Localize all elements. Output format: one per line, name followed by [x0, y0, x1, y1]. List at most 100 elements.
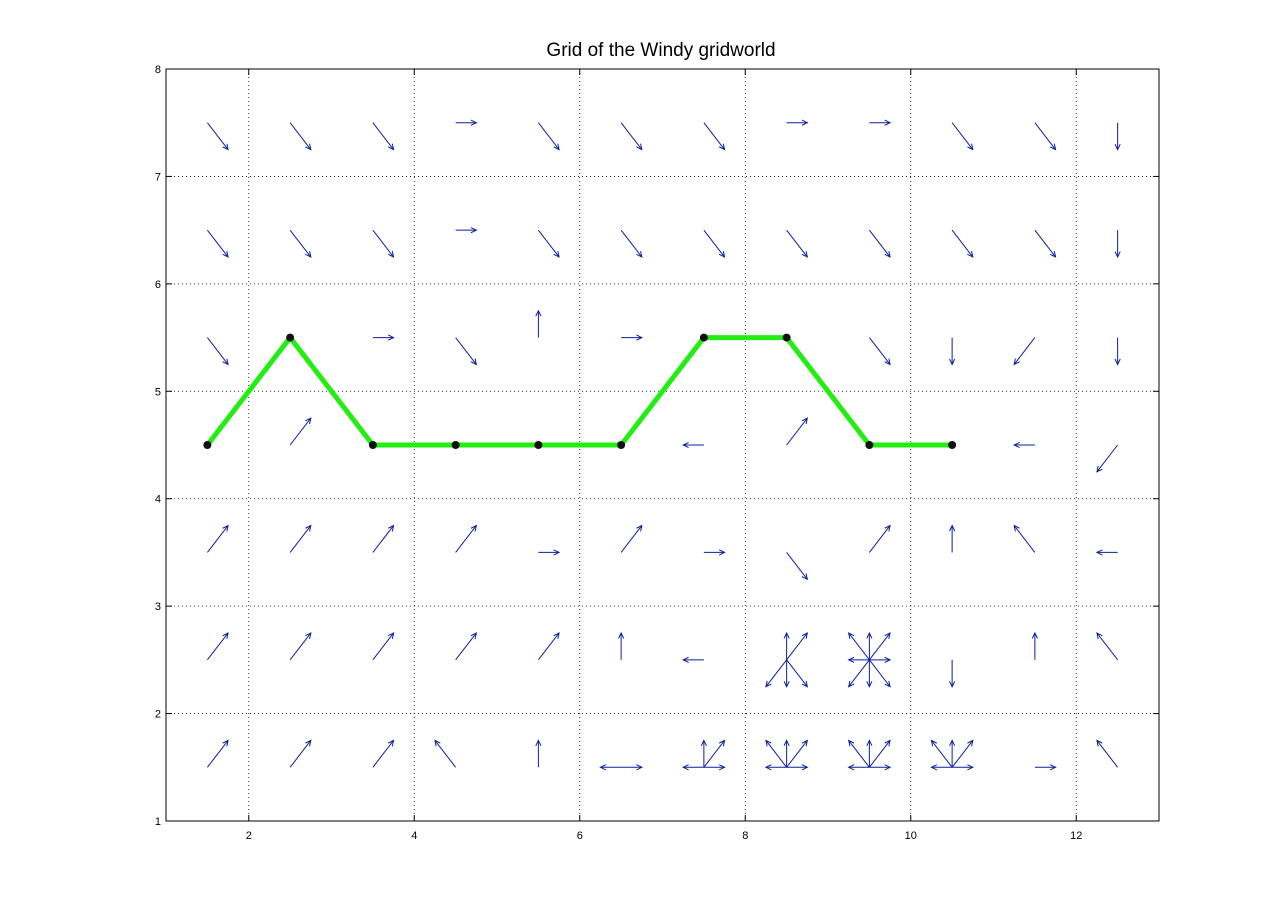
arrow-shaft — [455, 525, 477, 553]
wind-arrow — [786, 659, 809, 688]
arrow-shaft — [951, 229, 974, 258]
wind-arrow — [764, 764, 787, 771]
arrow-shaft — [848, 632, 870, 661]
wind-arrow — [289, 739, 312, 768]
arrow-shaft — [206, 122, 229, 150]
trajectory — [203, 333, 957, 449]
arrow-head — [765, 739, 772, 747]
arrow-head — [718, 739, 726, 747]
wind-arrow — [372, 229, 395, 258]
wind-arrow — [700, 739, 707, 768]
arrow-head — [801, 119, 809, 126]
wind-arrow — [951, 122, 974, 151]
arrow-head — [682, 656, 689, 663]
wind-arrow — [703, 122, 726, 151]
arrow-shaft — [372, 525, 394, 553]
x-tick-label: 6 — [577, 830, 583, 842]
y-tick-label: 8 — [155, 64, 161, 76]
arrow-head — [636, 143, 643, 151]
wind-arrow — [847, 656, 870, 663]
arrow-head — [553, 251, 560, 258]
wind-arrow — [786, 632, 809, 661]
arrow-shaft — [537, 229, 560, 258]
arrow-shaft — [289, 229, 312, 258]
arrow-shaft — [786, 740, 808, 768]
wind-arrow — [682, 441, 704, 449]
arrow-shaft — [537, 122, 560, 150]
arrow-shaft — [620, 525, 643, 553]
wind-arrow — [1034, 764, 1057, 771]
x-tick-label: 2 — [246, 830, 252, 842]
wind-arrow — [783, 631, 790, 660]
arrow-head — [884, 119, 892, 126]
wind-arrow — [703, 549, 726, 556]
wind-arrow — [868, 632, 891, 661]
y-tick-label: 6 — [155, 279, 161, 291]
arrow-head — [387, 334, 395, 341]
wind-arrow — [868, 524, 891, 553]
arrow-head — [618, 631, 625, 639]
arrow-head — [222, 524, 229, 532]
chart-title: Grid of the Windy gridworld — [546, 40, 775, 61]
arrow-shaft — [868, 337, 891, 365]
wind-arrow — [786, 739, 809, 768]
arrow-head — [783, 739, 790, 747]
arrow-head — [884, 524, 891, 532]
arrow-shaft — [206, 740, 229, 768]
arrow-head — [847, 739, 855, 747]
wind-arrow — [455, 337, 478, 366]
arrow-head — [470, 119, 478, 126]
trajectory-point — [782, 333, 791, 342]
wind-arrow — [289, 524, 312, 553]
wind-arrow — [866, 631, 873, 660]
wind-arrow — [206, 229, 229, 258]
trajectory-point — [948, 441, 957, 449]
wind-arrow — [538, 549, 561, 556]
arrow-shaft — [372, 632, 394, 661]
arrow-head — [1096, 739, 1103, 747]
wind-arrow — [703, 764, 726, 771]
arrow-head — [718, 764, 726, 771]
wind-arrow — [455, 119, 478, 126]
y-tick-label: 4 — [155, 494, 161, 506]
wind-arrows — [206, 119, 1121, 771]
trajectory-point — [534, 441, 543, 449]
grid-lines — [166, 69, 1159, 821]
wind-arrow — [206, 337, 229, 366]
wind-arrow — [620, 524, 643, 553]
wind-arrow — [455, 524, 478, 553]
arrow-shaft — [1034, 229, 1056, 258]
arrow-head — [930, 764, 938, 771]
wind-arrow — [537, 122, 560, 151]
arrow-head — [847, 632, 855, 639]
arrow-shaft — [1096, 632, 1119, 661]
arrow-shaft — [703, 229, 725, 258]
arrow-head — [949, 739, 956, 747]
arrow-head — [949, 358, 956, 366]
wind-arrow — [621, 764, 643, 771]
wind-arrow — [949, 524, 956, 553]
arrow-shaft — [786, 632, 808, 661]
arrow-shaft — [434, 740, 457, 768]
wind-arrow — [869, 656, 892, 663]
y-tick-label: 1 — [155, 816, 161, 828]
arrow-head — [305, 524, 312, 532]
wind-arrow — [289, 417, 312, 446]
arrow-head — [700, 739, 707, 747]
arrow-head — [305, 143, 312, 151]
arrow-shaft — [372, 229, 394, 258]
wind-arrow — [786, 229, 809, 258]
arrow-head — [636, 764, 643, 771]
arrow-head — [783, 681, 790, 688]
arrow-head — [1013, 524, 1020, 532]
arrow-shaft — [786, 659, 808, 688]
wind-arrow — [786, 417, 809, 446]
wind-arrow — [455, 632, 478, 661]
arrow-head — [387, 739, 395, 747]
wind-arrow — [952, 764, 974, 771]
wind-arrow — [765, 739, 788, 768]
x-tick-label: 4 — [411, 830, 417, 842]
arrow-shaft — [289, 525, 312, 553]
